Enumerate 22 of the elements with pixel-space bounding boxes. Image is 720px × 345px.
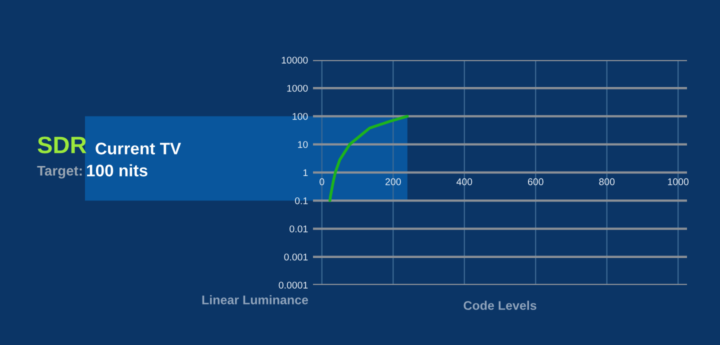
- x-tick-label: 400: [456, 178, 472, 186]
- y-tick-label: 0.0001: [278, 282, 308, 289]
- x-tick-label: 1000: [668, 178, 689, 186]
- y-tick-label: 10: [298, 141, 308, 148]
- line-series: [328, 114, 409, 202]
- y-tick-label: 0.001: [284, 254, 308, 260]
- x-tick-label: 200: [386, 178, 401, 186]
- y-axis-title: Linear Luminance: [202, 295, 308, 304]
- text: SDR: [38, 136, 86, 154]
- y-tick-label: 100: [292, 112, 308, 120]
- x-tick-label: 800: [599, 178, 615, 186]
- y-tick-label: 10000: [282, 56, 308, 64]
- y-tick-label: 1000: [287, 84, 308, 92]
- text: 100 nits: [87, 164, 148, 176]
- y-tick-label: 0.01: [290, 225, 308, 232]
- x-axis-title: Code Levels: [464, 300, 536, 310]
- y-tick-label: 0.1: [295, 197, 308, 204]
- text: Target:: [37, 166, 82, 178]
- text: Current TV: [96, 142, 182, 154]
- y-tick-label: 1: [303, 169, 308, 176]
- x-tick-label: 0: [320, 178, 324, 186]
- x-tick-label: 600: [528, 178, 544, 186]
